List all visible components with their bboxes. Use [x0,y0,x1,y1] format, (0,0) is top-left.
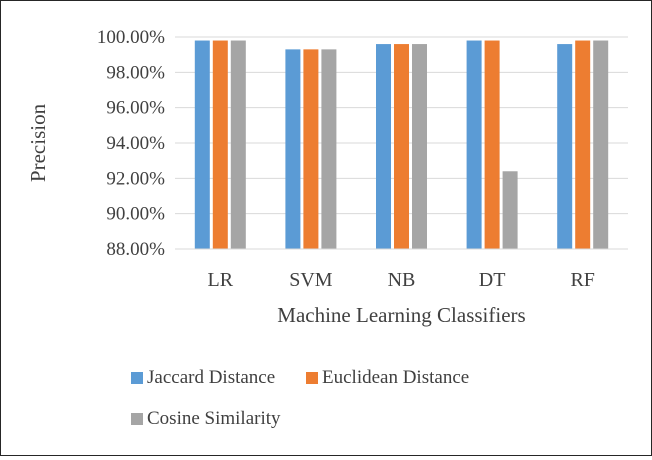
bar-rf-jaccard-distance [557,44,573,249]
bar-lr-cosine-similarity [230,40,246,250]
bar-rf-euclidean-distance [575,40,591,250]
y-tick-label: 94.00% [106,133,165,154]
legend-label: Cosine Similarity [147,408,281,429]
bar-nb-jaccard-distance [376,44,391,249]
bar-nb-cosine-similarity [412,44,427,249]
legend-swatch [131,372,143,384]
legend-swatch [306,372,318,384]
y-tick-label: 98.00% [106,62,165,83]
bar-svm-jaccard-distance [285,49,301,249]
legend-swatch [131,413,143,425]
x-tick-label: RF [570,269,594,291]
y-tick-label: 100.00% [97,27,165,48]
y-axis-title: Precision [26,103,50,182]
bar-dt-euclidean-distance [484,40,500,250]
x-tick-label: LR [208,269,234,291]
bar-dt-jaccard-distance [466,40,482,250]
legend-label: Euclidean Distance [322,367,469,388]
x-tick-label: NB [388,269,416,291]
y-axis-ticks: 88.00% 90.00% 92.00% 94.00% 96.00% 98.00% 100.… [97,27,165,260]
legend-label: Jaccard Distance [147,367,275,388]
bars [194,40,609,250]
legend: Jaccard Distance Euclidean Distance Cosine… [131,367,469,429]
bar-svm-euclidean-distance [303,49,319,249]
y-tick-label: 92.00% [106,168,165,189]
bar-lr-jaccard-distance [194,40,210,250]
y-tick-label: 90.00% [106,204,165,225]
x-tick-label: DT [479,269,506,291]
bar-nb-euclidean-distance [394,44,409,249]
bar-lr-euclidean-distance [212,40,228,250]
y-tick-label: 96.00% [106,98,165,119]
bar-dt-cosine-similarity [502,171,518,249]
y-tick-label: 88.00% [106,239,165,260]
bar-rf-cosine-similarity [593,40,609,250]
bar-svm-cosine-similarity [321,49,337,249]
x-tick-label: SVM [289,269,333,291]
x-axis-title: Machine Learning Classifiers [277,303,525,327]
x-axis-ticks: LR SVM NB DT RF [208,269,595,291]
